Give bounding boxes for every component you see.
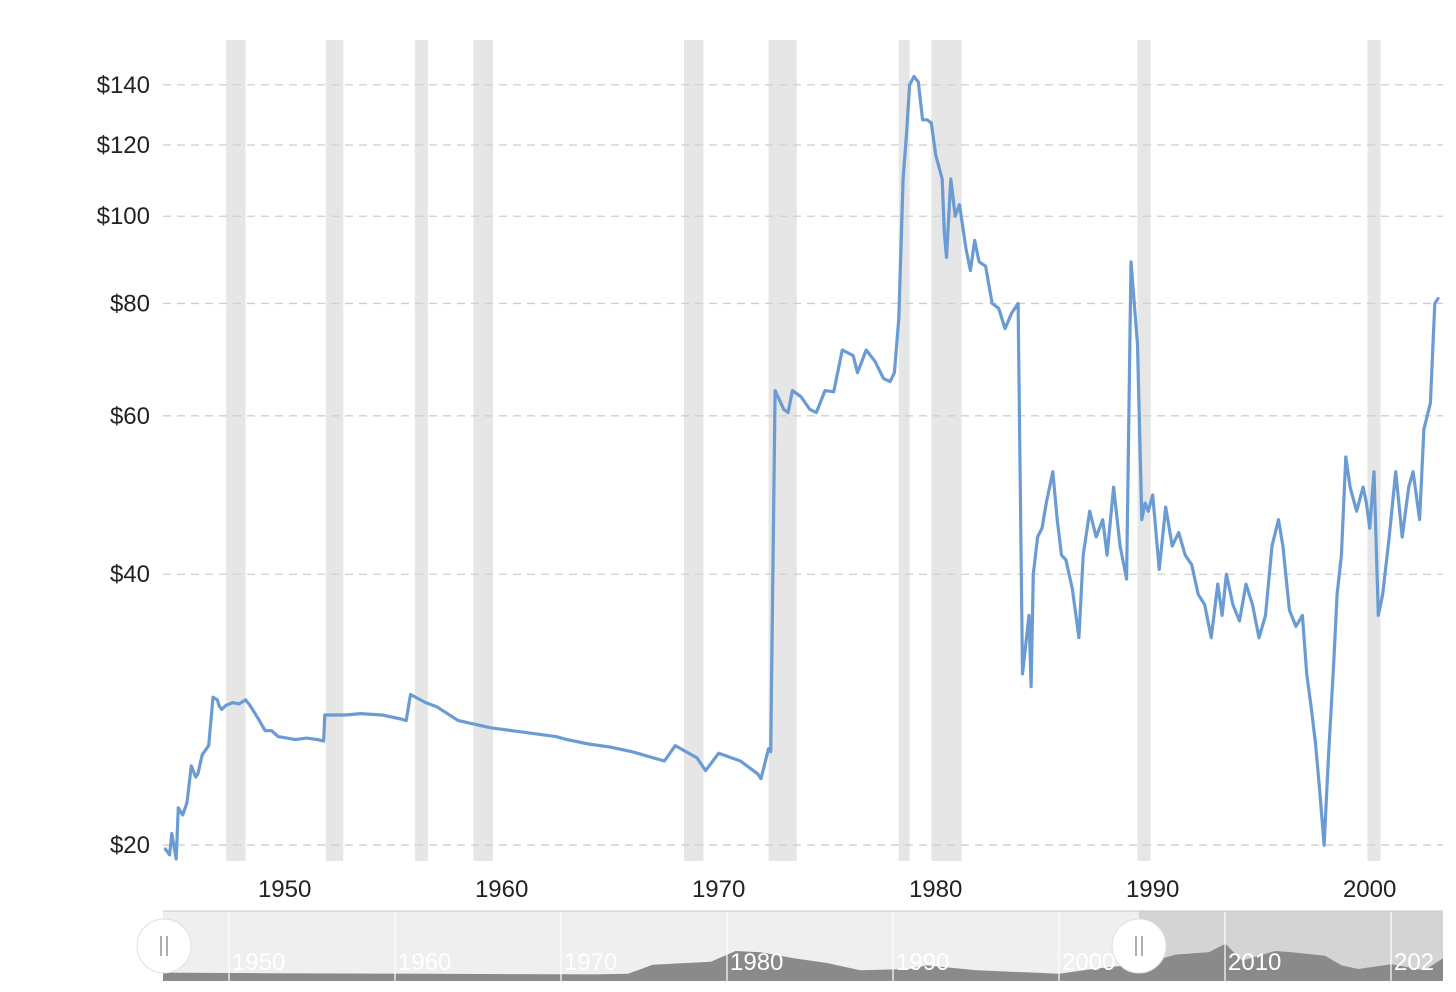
y-axis-labels: $140 $120 $100 $80 $60 $40 $20: [97, 72, 150, 859]
navigator-label: 1980: [730, 949, 783, 976]
navigator-label: 202: [1394, 949, 1434, 976]
recession-bands: [226, 40, 1381, 861]
recession-band: [325, 40, 344, 861]
x-tick-label: 1950: [258, 876, 311, 903]
navigator-label: 1970: [564, 949, 617, 976]
gridlines: [163, 84, 1443, 846]
y-tick-label: $100: [97, 203, 150, 230]
series-line: [163, 74, 1440, 861]
navigator-right-handle[interactable]: [1111, 918, 1167, 974]
recession-band: [414, 40, 428, 861]
left-handle-circle[interactable]: [136, 918, 192, 974]
navigator-label: 1990: [896, 949, 949, 976]
recession-band: [931, 40, 962, 861]
range-navigator[interactable]: 1950 1960 1970 1980 1990 2000 2010 202: [136, 910, 1443, 981]
x-tick-label: 2000: [1343, 876, 1396, 903]
y-tick-label: $20: [110, 832, 150, 859]
recession-band: [1137, 40, 1151, 861]
navigator-label: 1950: [232, 949, 285, 976]
navigator-labels: 1950 1960 1970 1980 1990 2000 2010 202: [228, 911, 1434, 981]
navigator-label: 1960: [398, 949, 451, 976]
navigator-left-handle[interactable]: [136, 918, 192, 974]
navigator-label: 2000: [1062, 949, 1115, 976]
y-tick-label: $40: [110, 561, 150, 588]
recession-band: [473, 40, 493, 861]
x-axis-labels: 1950 1960 1970 1980 1990 2000: [258, 876, 1396, 903]
x-tick-label: 1960: [475, 876, 528, 903]
x-tick-label: 1990: [1126, 876, 1179, 903]
navigator-mini-area: [163, 943, 1443, 981]
recession-band: [226, 40, 246, 861]
y-tick-label: $140: [97, 72, 150, 99]
recession-band: [1367, 40, 1381, 861]
recession-band: [898, 40, 910, 861]
x-tick-label: 1970: [692, 876, 745, 903]
price-series: [163, 74, 1440, 861]
y-tick-label: $80: [110, 290, 150, 317]
x-tick-label: 1980: [909, 876, 962, 903]
right-handle-circle[interactable]: [1111, 918, 1167, 974]
navigator-label: 2010: [1228, 949, 1281, 976]
y-tick-label: $60: [110, 403, 150, 430]
recession-band: [683, 40, 704, 861]
y-tick-label: $120: [97, 132, 150, 159]
